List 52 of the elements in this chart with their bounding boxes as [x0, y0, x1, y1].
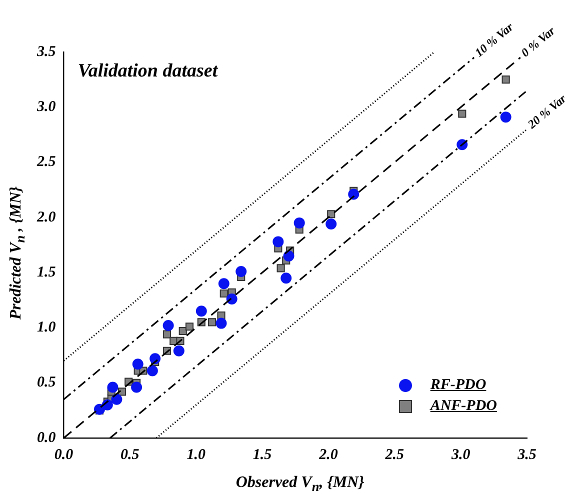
x-tick-label: 1.0	[186, 446, 206, 463]
point	[217, 312, 226, 320]
x-tick-label: 3.0	[450, 446, 471, 463]
point	[208, 318, 216, 326]
text: 0 % Var	[518, 23, 558, 60]
point	[500, 112, 512, 123]
x-tick-label: 0.5	[120, 446, 140, 463]
x-tick-label: 2.5	[384, 446, 405, 463]
x-axis-title: Observed V$_{n}$, {MN}	[236, 474, 364, 496]
point	[236, 266, 247, 277]
point	[458, 110, 466, 118]
y-tick-label: 0.5	[37, 374, 56, 391]
y-tick-label: 0.0	[37, 430, 56, 446]
y-tick-label: 3.0	[36, 99, 56, 116]
y-tick-label: 3.5	[36, 44, 56, 60]
point	[276, 264, 285, 272]
point	[280, 272, 292, 284]
x-tick-label: 0.0	[54, 446, 74, 463]
text: 10 % Var	[472, 20, 516, 60]
point	[185, 322, 194, 331]
legend-label: ANF-PDO	[430, 398, 497, 415]
point	[178, 326, 187, 336]
y-tick-label: 1.0	[37, 320, 56, 336]
text: Validation dataset	[78, 60, 218, 82]
point	[218, 278, 230, 290]
x-tick-label: 3.5	[516, 446, 537, 463]
point	[327, 210, 336, 218]
point	[502, 76, 510, 84]
legend-label: RF-PDO	[430, 377, 486, 394]
point	[107, 382, 118, 393]
point	[162, 330, 172, 338]
text: 20 % Var	[524, 91, 567, 132]
y-tick-label: 2.5	[36, 154, 56, 170]
x-tick-label: 1.5	[252, 446, 272, 463]
point	[272, 236, 284, 248]
point	[132, 358, 144, 370]
x-tick-label: 2.0	[318, 446, 338, 463]
y-tick-label: 2.0	[36, 209, 56, 226]
point	[348, 188, 360, 200]
point	[220, 289, 228, 298]
point	[226, 294, 238, 305]
point	[173, 345, 184, 356]
point	[131, 382, 142, 393]
point	[111, 394, 122, 405]
point	[326, 218, 337, 230]
point	[162, 320, 174, 332]
point	[283, 250, 294, 262]
point	[216, 318, 227, 329]
point	[196, 306, 207, 317]
y-tick-label: 1.5	[37, 264, 56, 280]
point	[146, 365, 158, 376]
point	[294, 217, 305, 228]
